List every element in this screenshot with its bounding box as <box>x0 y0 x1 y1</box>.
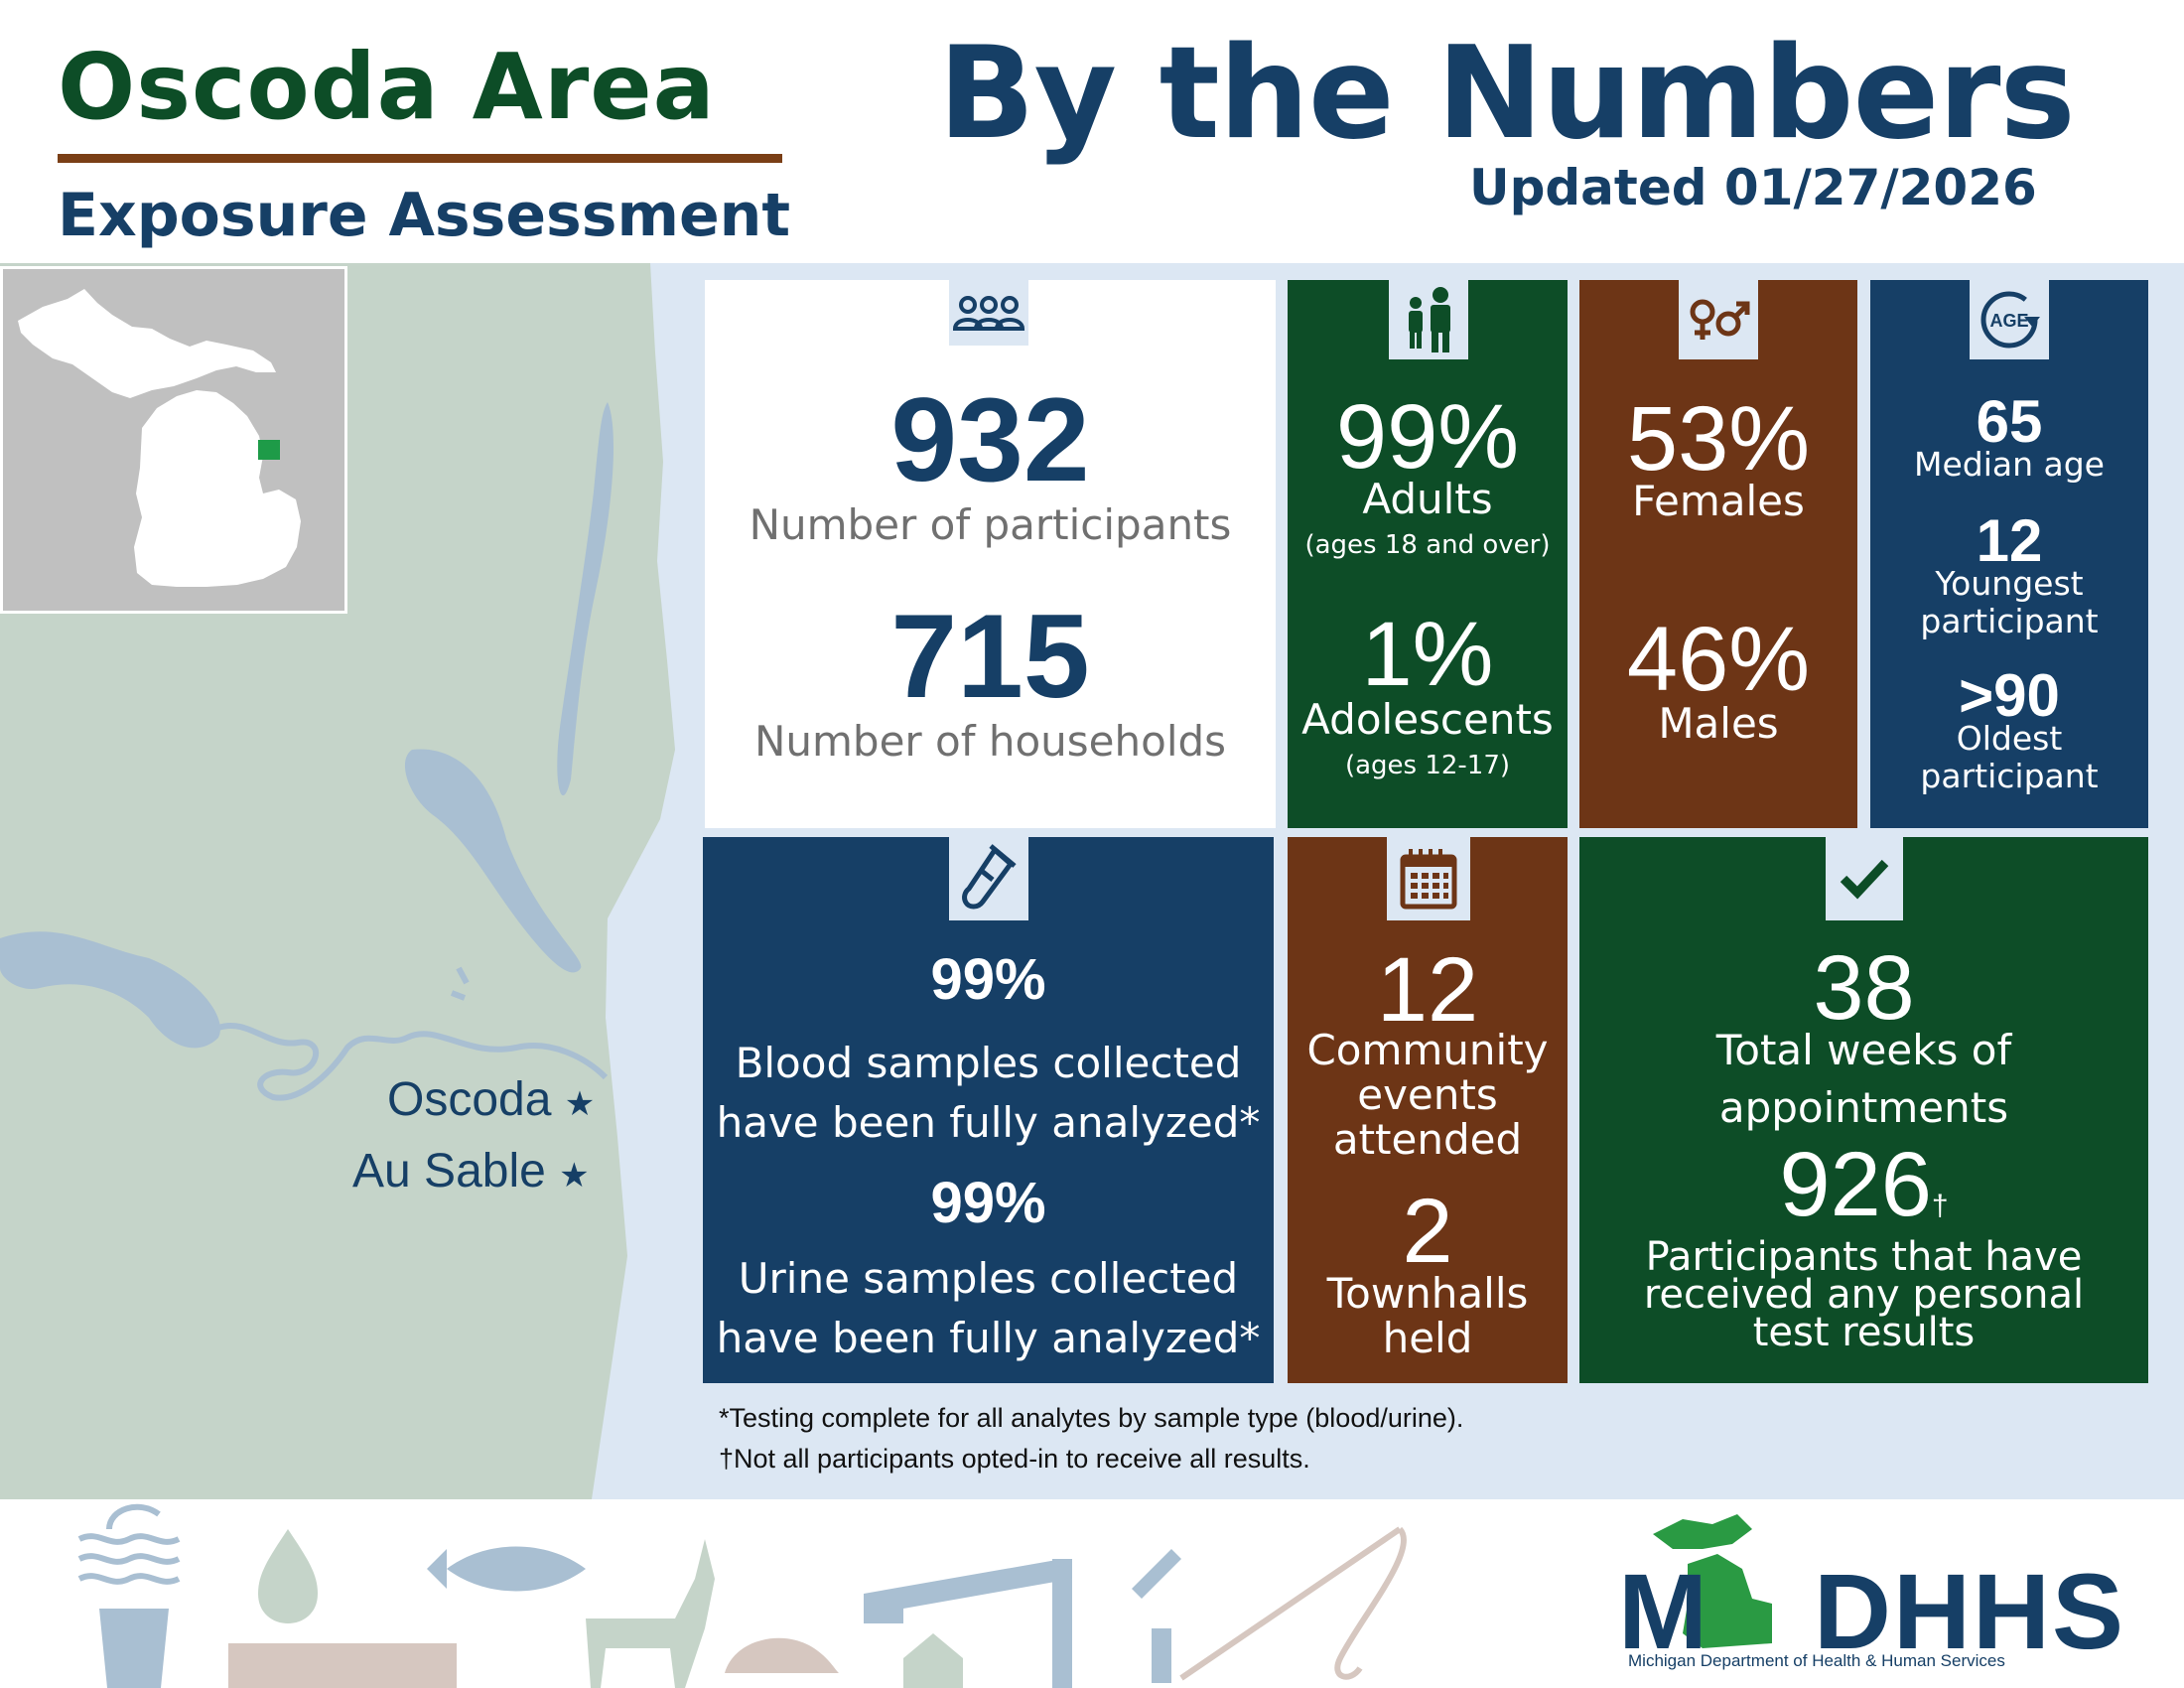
age-card: AGE 65 Median age 12 Youngest participan… <box>1870 280 2148 828</box>
results-label-line2: received any personal <box>1643 1272 2085 1318</box>
appointment-weeks-count: 38 <box>1813 937 1915 1039</box>
weeks-label-line1: Total weeks of <box>1715 1026 2012 1074</box>
townhalls-count: 2 <box>1402 1181 1453 1282</box>
footnote-dagger: †Not all participants opted-in to receiv… <box>719 1444 1310 1474</box>
fish-icon <box>427 1546 586 1592</box>
events-card: 12 Community events attended 2 Townhalls… <box>1288 837 1568 1383</box>
females-label: Females <box>1632 477 1805 525</box>
michigan-logo-icon <box>1653 1514 1772 1648</box>
youngest-value: 12 <box>1976 507 2043 574</box>
urine-label-line2: have been fully analyzed* <box>716 1314 1261 1362</box>
youngest-label-line1: Youngest <box>1935 564 2084 603</box>
youngest-label-line2: participant <box>1920 602 2099 640</box>
adolescents-note: (ages 12-17) <box>1344 751 1511 780</box>
fishing-rod-icon <box>1179 1526 1407 1681</box>
environment-icon-strip <box>77 1503 1407 1688</box>
community-label-line2: events <box>1357 1070 1498 1119</box>
blood-label-line1: Blood samples collected <box>735 1039 1242 1087</box>
town-name: Au Sable <box>352 1145 546 1197</box>
townhalls-label-line1: Townhalls <box>1326 1269 1529 1318</box>
title-oscoda-area: Oscoda Area <box>58 34 716 140</box>
dagger-mark: † <box>1931 1190 1949 1222</box>
participants-card: 932 Number of participants 715 Number of… <box>705 280 1276 828</box>
median-age-label: Median age <box>1914 445 2105 484</box>
urine-percent: 99% <box>930 1171 1046 1235</box>
faucet-icon <box>864 1559 1072 1688</box>
vials-icon <box>1132 1549 1181 1683</box>
footnote-asterisk: *Testing complete for all analytes by sa… <box>719 1403 1464 1433</box>
logo-letters-dhhs: DHHS <box>1813 1551 2125 1671</box>
star-icon: ★ <box>559 1157 590 1195</box>
title-exposure-assessment: Exposure Assessment <box>58 181 791 250</box>
age-icon: AGE <box>1970 280 2049 359</box>
factory-icon <box>228 1643 457 1688</box>
weeks-label-line2: appointments <box>1718 1083 2009 1132</box>
median-age-value: 65 <box>1976 388 2043 455</box>
star-icon: ★ <box>564 1085 596 1123</box>
michigan-outline-icon <box>18 289 301 587</box>
title-divider <box>58 154 782 163</box>
males-label: Males <box>1658 699 1779 748</box>
logo-letter-m: M <box>1618 1551 1709 1671</box>
adult-child-icon <box>1389 280 1468 359</box>
participants-count: 932 <box>890 373 1090 506</box>
adults-percent: 99% <box>1335 386 1520 488</box>
checkmark-icon <box>1826 837 1903 920</box>
households-label: Number of households <box>753 717 1227 766</box>
adults-note: (ages 18 and over) <box>1304 530 1551 560</box>
svg-text:AGE: AGE <box>1989 311 2028 331</box>
townhalls-label-line2: held <box>1382 1314 1473 1362</box>
town-label-oscoda: Oscoda ★ <box>387 1072 595 1127</box>
oldest-label-line1: Oldest <box>1956 719 2063 758</box>
females-percent: 53% <box>1626 388 1811 490</box>
participants-label: Number of participants <box>749 500 1232 549</box>
community-label-line1: Community <box>1306 1026 1549 1074</box>
community-events-count: 12 <box>1376 939 1479 1041</box>
gender-icon <box>1679 280 1758 359</box>
blood-percent: 99% <box>930 947 1046 1012</box>
people-group-icon <box>949 280 1028 346</box>
age-groups-card: 99% Adults (ages 18 and over) 1% Adolesc… <box>1288 280 1568 828</box>
adults-label: Adults <box>1362 475 1493 523</box>
males-percent: 46% <box>1626 609 1811 710</box>
appointments-card: 38 Total weeks of appointments 926† Part… <box>1579 837 2148 1383</box>
adolescents-percent: 1% <box>1361 604 1494 705</box>
town-name: Oscoda <box>387 1073 552 1126</box>
adolescents-label: Adolescents <box>1301 695 1554 744</box>
oldest-value: >90 <box>1959 662 2060 729</box>
community-label-line3: attended <box>1332 1115 1523 1164</box>
updated-date: Updated 01/27/2026 <box>1469 159 2037 216</box>
waves-icon <box>77 1503 181 1585</box>
michigan-inset-map <box>0 266 347 614</box>
headline-by-the-numbers: By the Numbers <box>938 20 2076 168</box>
mdhhs-logo-text: M DHHS <box>1618 1549 2125 1673</box>
test-tube-icon <box>949 837 1028 920</box>
deer-icon <box>586 1539 715 1688</box>
house-icon <box>903 1633 963 1688</box>
sex-card: 53% Females 46% Males <box>1579 280 1857 828</box>
results-label-line1: Participants that have <box>1645 1234 2083 1280</box>
water-glass-icon <box>99 1609 169 1688</box>
urine-label-line1: Urine samples collected <box>738 1254 1239 1303</box>
blood-label-line2: have been fully analyzed* <box>716 1098 1261 1147</box>
results-label-line3: test results <box>1752 1310 1976 1355</box>
turtle-icon <box>725 1637 839 1673</box>
mdhhs-logo-subtitle: Michigan Department of Health & Human Se… <box>1628 1651 2005 1670</box>
results-count: 926 <box>1779 1134 1932 1235</box>
results-count-row: 926† <box>1579 1133 2148 1237</box>
water-drop-icon <box>258 1529 318 1623</box>
oldest-label-line2: participant <box>1920 757 2099 795</box>
samples-card: 99% Blood samples collected have been fu… <box>703 837 1274 1383</box>
town-label-au-sable: Au Sable ★ <box>352 1144 590 1198</box>
households-count: 715 <box>890 590 1090 723</box>
calendar-icon <box>1387 837 1470 920</box>
